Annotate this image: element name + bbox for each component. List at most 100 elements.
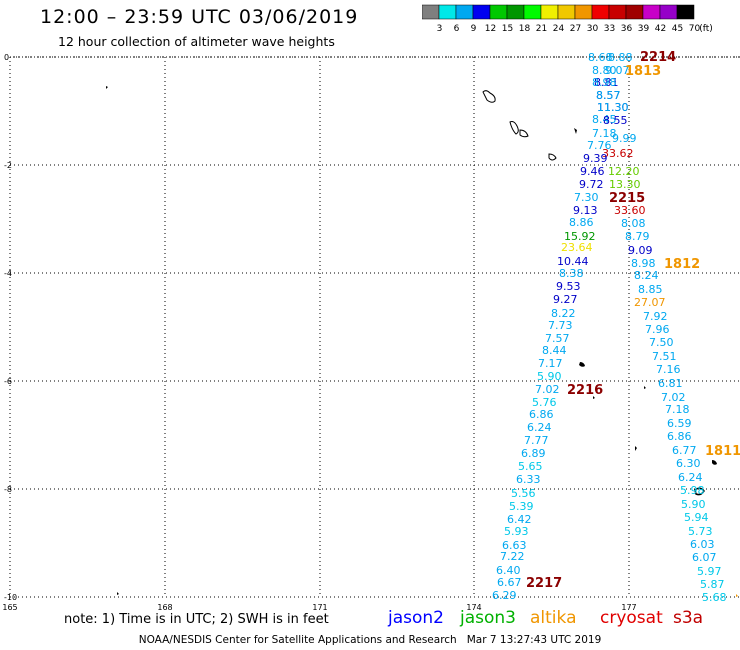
note-text: note: 1) Time is in UTC; 2) SWH is in fe…	[64, 612, 329, 627]
wave-height-value: 8.57	[596, 89, 621, 102]
wave-height-value: 7.22	[500, 550, 525, 563]
wave-height-value: 5.97	[697, 565, 722, 578]
wave-height-value: 8.45	[592, 113, 617, 126]
wave-height-value: 8.68	[588, 51, 613, 64]
altimeter-map: 165 168 171 174 177 0 -2 -4 -6 -8 -10 8.688.888.80…	[2, 50, 740, 612]
island-shape	[635, 446, 637, 451]
wave-height-value: 8.88	[608, 51, 633, 64]
wave-height-value: 5.76	[532, 396, 557, 409]
colorbar-swatch	[676, 4, 695, 20]
wave-height-value: 7.51	[652, 350, 677, 363]
wave-height-value: 7.92	[643, 310, 668, 323]
wave-height-value: 9.53	[556, 280, 581, 293]
island-shape	[117, 592, 119, 595]
island-shape	[736, 594, 738, 597]
colorbar-tick: 3	[437, 24, 443, 34]
wave-height-value: 6.86	[667, 430, 692, 443]
wave-height-value: 5.68	[702, 591, 727, 604]
wave-height-value: 8.79	[625, 230, 650, 243]
wave-height-readings: 8.688.888.809.078.818.988.578.5711.3011.…	[492, 51, 727, 604]
island-shape	[579, 362, 585, 367]
wave-height-value: 6.81	[658, 377, 683, 390]
lon-tick-label: 171	[312, 603, 327, 612]
colorbar-tick: 70	[689, 24, 701, 34]
wave-height-value: 8.80	[592, 64, 617, 77]
wave-height-value: 8.86	[569, 216, 594, 229]
lat-tick-label: -10	[4, 593, 17, 602]
wave-height-value: 33.60	[614, 204, 646, 217]
wave-height-value: 9.46	[580, 165, 605, 178]
wave-height-value: 13.30	[609, 178, 641, 191]
island-shape	[509, 121, 519, 135]
colorbar-tick: 36	[621, 24, 633, 34]
lat-tick-label: 0	[4, 53, 9, 62]
wave-height-value: 33.62	[602, 147, 634, 160]
wave-height-value: 7.57	[545, 332, 570, 345]
pass-label: 2216	[567, 383, 603, 398]
legend-cryosat: cryosat	[600, 608, 663, 628]
wave-height-value: 5.90	[681, 498, 706, 511]
colorbar-tick: 30	[587, 24, 599, 34]
wave-height-value: 9.13	[573, 204, 598, 217]
wave-height-value: 6.63	[502, 539, 527, 552]
colorbar-tick: 33	[604, 24, 615, 34]
wave-height-value: 6.40	[496, 564, 521, 577]
island-shape	[106, 86, 108, 89]
colorbar-tick: 9	[471, 24, 477, 34]
colorbar-tick: 39	[638, 24, 650, 34]
legend-jason3: jason3	[460, 608, 516, 628]
pass-label: 1811	[705, 444, 740, 459]
colorbar-tick: 21	[536, 24, 547, 34]
colorbar-tick: 15	[502, 24, 513, 34]
wave-height-value: 7.18	[592, 127, 617, 140]
wave-height-value: 7.02	[661, 391, 686, 404]
wave-height-value: 8.81	[594, 76, 619, 89]
wave-height-value: 7.76	[587, 139, 612, 152]
wave-height-value: 7.96	[645, 323, 670, 336]
wave-height-value: 5.65	[518, 460, 543, 473]
colorbar-tick: 42	[655, 24, 666, 34]
wave-height-value: 5.90	[537, 370, 562, 383]
wave-height-value: 15.92	[564, 230, 596, 243]
wave-height-value: 9.39	[583, 152, 608, 165]
footer: NOAA/NESDIS Center for Satellite Applica…	[0, 634, 740, 646]
wave-height-value: 9.72	[579, 178, 604, 191]
wave-height-value: 23.64	[561, 241, 593, 254]
wave-height-value: 8.98	[631, 257, 656, 270]
colorbar-tick: 18	[519, 24, 531, 34]
wave-height-value: 27.07	[634, 296, 666, 309]
wave-height-value: 9.07	[605, 64, 630, 77]
wave-height-value: 6.59	[667, 417, 692, 430]
wave-height-value: 7.30	[574, 191, 599, 204]
footer-timestamp: Mar 7 13:27:43 UTC 2019	[466, 634, 602, 646]
legend-jason2: jason2	[388, 608, 444, 628]
pass-label: 2214	[640, 50, 676, 65]
wave-height-value: 5.56	[511, 487, 536, 500]
wave-height-value: 7.50	[649, 336, 674, 349]
wave-height-value: 6.89	[521, 447, 546, 460]
island-shape	[548, 153, 557, 161]
map-grid: 165 168 171 174 177 0 -2 -4 -6 -8 -10	[2, 53, 740, 612]
wave-height-value: 5.94	[684, 511, 709, 524]
pass-label: 2215	[609, 191, 645, 206]
wave-height-value: 8.22	[551, 307, 576, 320]
wave-height-value: 7.16	[656, 363, 681, 376]
wave-height-value: 6.86	[529, 408, 554, 421]
wave-height-value: 5.93	[504, 525, 529, 538]
wave-height-value: 6.33	[516, 473, 541, 486]
wave-height-value: 8.98	[592, 76, 617, 89]
island-shape	[482, 90, 496, 103]
footer-credit: NOAA/NESDIS Center for Satellite Applica…	[138, 634, 457, 646]
wave-height-value: 8.24	[634, 269, 659, 282]
wave-height-value: 8.57	[596, 89, 621, 102]
pass-label: 1812	[664, 257, 700, 272]
wave-height-value: 7.18	[665, 403, 690, 416]
wave-height-value: 9.99	[612, 132, 637, 145]
island-shape	[593, 396, 595, 399]
wave-height-value: 7.77	[524, 434, 549, 447]
map-subtitle: 12 hour collection of altimeter wave hei…	[58, 34, 335, 49]
colorbar-unit: (ft)	[699, 24, 713, 34]
wave-height-value: 5.98	[680, 484, 705, 497]
lon-tick-label: 177	[621, 603, 636, 612]
